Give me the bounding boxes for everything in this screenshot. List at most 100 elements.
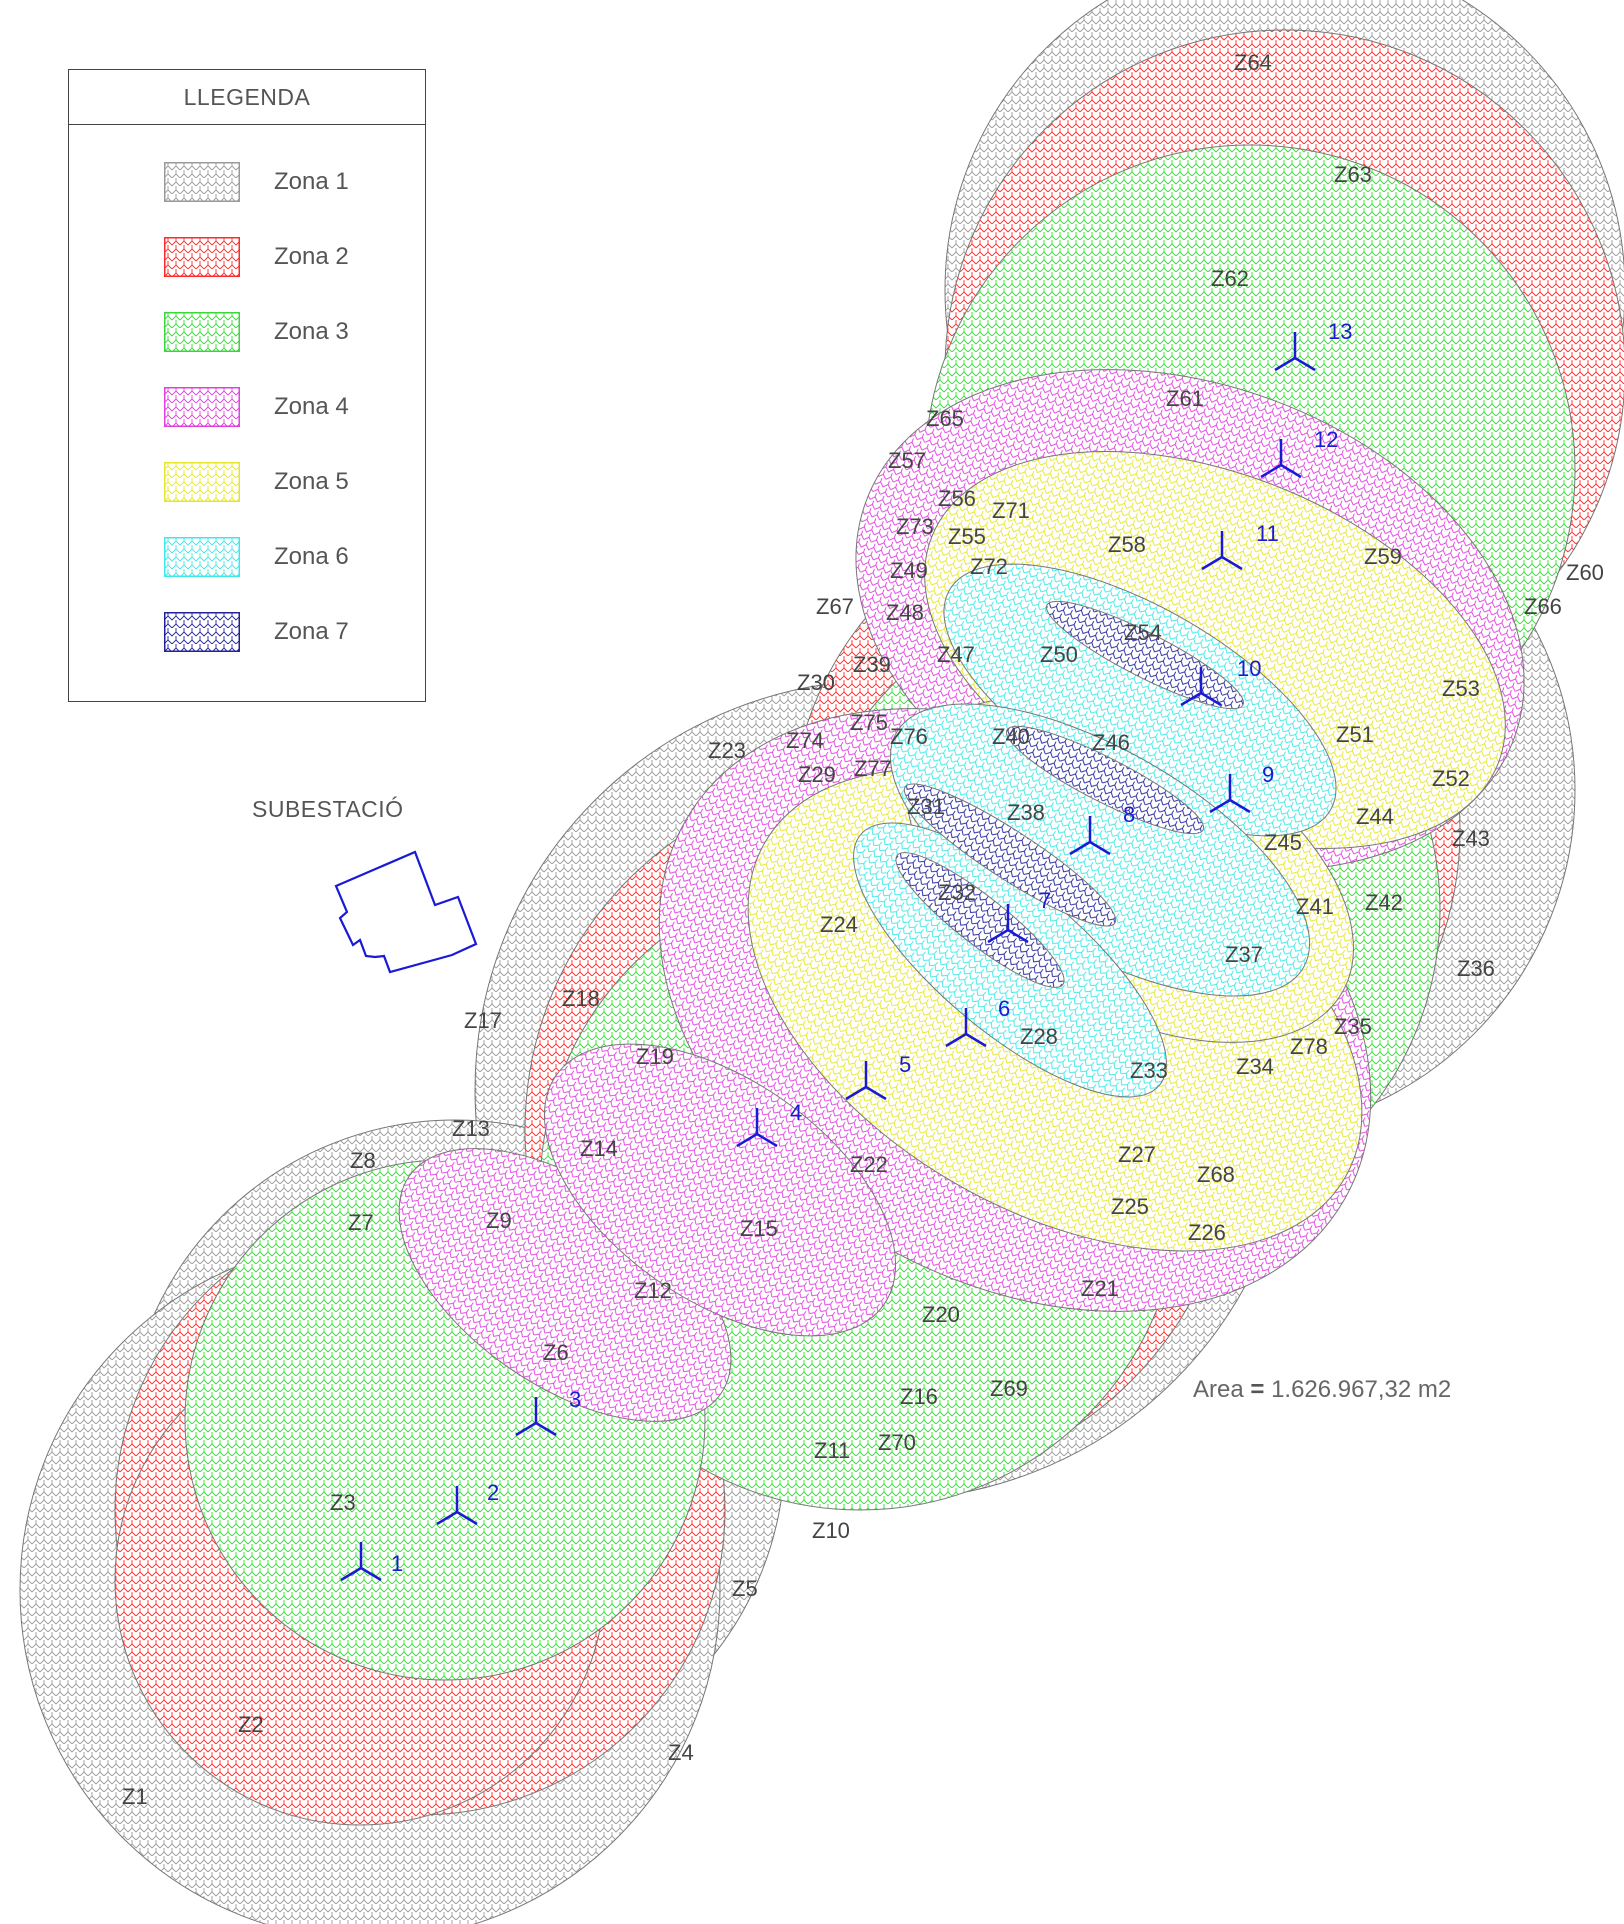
zone-label: Z71 bbox=[992, 498, 1030, 523]
zone-label: Z39 bbox=[853, 652, 891, 677]
substation-outline bbox=[334, 850, 478, 974]
zone-label: Z75 bbox=[850, 710, 888, 735]
zone-label: Z40 bbox=[992, 724, 1030, 749]
zone-label: Z73 bbox=[896, 514, 934, 539]
substation-label: SUBESTACIÓ bbox=[252, 796, 404, 822]
zone-label: Z23 bbox=[708, 738, 746, 763]
zone-label: Z34 bbox=[1236, 1054, 1274, 1079]
turbine-number: 11 bbox=[1256, 521, 1279, 546]
turbine-number: 13 bbox=[1328, 319, 1352, 344]
turbine-number: 10 bbox=[1237, 656, 1261, 681]
zone-label: Z78 bbox=[1290, 1034, 1328, 1059]
zone-label: Z19 bbox=[636, 1044, 674, 1069]
legend-item-zona-7: Zona 7 bbox=[164, 612, 349, 652]
legend-title: LLEGENDA bbox=[69, 70, 425, 125]
zone-label: Z74 bbox=[786, 728, 824, 753]
zone-label: Z66 bbox=[1524, 594, 1562, 619]
zone-label: Z70 bbox=[878, 1430, 916, 1455]
zone-label: Z25 bbox=[1111, 1194, 1149, 1219]
legend-label: Zona 4 bbox=[274, 393, 349, 420]
zone-label: Z62 bbox=[1211, 266, 1249, 291]
zone-label: Z46 bbox=[1092, 730, 1130, 755]
zone-label: Z41 bbox=[1296, 894, 1334, 919]
zone-label: Z21 bbox=[1081, 1276, 1119, 1301]
zone-label: Z13 bbox=[452, 1116, 490, 1141]
zone-label: Z22 bbox=[850, 1152, 888, 1177]
zone-label: Z57 bbox=[888, 448, 926, 473]
zone-label: Z30 bbox=[797, 670, 835, 695]
zone-label: Z16 bbox=[900, 1384, 938, 1409]
zone-label: Z18 bbox=[562, 986, 600, 1011]
zone-label: Z10 bbox=[812, 1518, 850, 1543]
zone-label: Z60 bbox=[1566, 560, 1604, 585]
turbine-number: 4 bbox=[790, 1100, 802, 1125]
zone-label: Z15 bbox=[740, 1216, 778, 1241]
zone-label: Z37 bbox=[1225, 942, 1263, 967]
zone-label: Z12 bbox=[634, 1278, 672, 1303]
legend: LLEGENDA Zona 1 Zona 2 Zona 3 Zona 4 Zon… bbox=[68, 69, 426, 702]
zone-label: Z63 bbox=[1334, 162, 1372, 187]
zone-label: Z49 bbox=[890, 558, 928, 583]
zone-label: Z24 bbox=[820, 912, 858, 937]
zone-label: Z68 bbox=[1197, 1162, 1235, 1187]
zone-label: Z3 bbox=[330, 1490, 356, 1515]
zone-label: Z36 bbox=[1457, 956, 1495, 981]
zone-label: Z61 bbox=[1166, 386, 1204, 411]
zone-label: Z31 bbox=[907, 794, 945, 819]
zone-label: Z55 bbox=[948, 524, 986, 549]
turbine-number: 7 bbox=[1039, 888, 1051, 913]
legend-item-zona-6: Zona 6 bbox=[164, 537, 349, 577]
zone-7-layer bbox=[895, 600, 1245, 988]
area-prefix: Area bbox=[1193, 1376, 1244, 1403]
turbine-number: 1 bbox=[391, 1551, 403, 1576]
area-equals: = bbox=[1250, 1376, 1265, 1403]
zone-label: Z35 bbox=[1334, 1014, 1372, 1039]
legend-swatch bbox=[164, 612, 240, 652]
zone-label: Z47 bbox=[937, 642, 975, 667]
legend-item-zona-2: Zona 2 bbox=[164, 237, 349, 277]
zone-label: Z44 bbox=[1356, 804, 1394, 829]
zone-label: Z59 bbox=[1364, 544, 1402, 569]
legend-label: Zona 5 bbox=[274, 468, 349, 495]
zone-label: Z8 bbox=[350, 1148, 376, 1173]
zone-label: Z17 bbox=[464, 1008, 502, 1033]
turbine-number: 3 bbox=[569, 1387, 581, 1412]
zone-label: Z4 bbox=[668, 1740, 694, 1765]
turbine-number: 6 bbox=[998, 996, 1010, 1021]
zone-label: Z54 bbox=[1124, 620, 1162, 645]
zone-label: Z53 bbox=[1442, 676, 1480, 701]
zone-label: Z43 bbox=[1452, 826, 1490, 851]
zone-label: Z76 bbox=[890, 724, 928, 749]
legend-swatch bbox=[164, 387, 240, 427]
legend-item-zona-4: Zona 4 bbox=[164, 387, 349, 427]
zone-label: Z42 bbox=[1365, 890, 1403, 915]
legend-item-zona-5: Zona 5 bbox=[164, 462, 349, 502]
zone-label: Z1 bbox=[122, 1784, 148, 1809]
legend-label: Zona 3 bbox=[274, 318, 349, 345]
zone-label: Z56 bbox=[938, 486, 976, 511]
legend-label: Zona 6 bbox=[274, 543, 349, 570]
turbine-symbols bbox=[340, 332, 1316, 1582]
zone-label: Z9 bbox=[486, 1208, 512, 1233]
legend-swatch bbox=[164, 162, 240, 202]
zone-label: Z26 bbox=[1188, 1220, 1226, 1245]
zone-label: Z72 bbox=[970, 554, 1008, 579]
zone-label: Z69 bbox=[990, 1376, 1028, 1401]
legend-label: Zona 1 bbox=[274, 168, 349, 195]
turbine-number: 8 bbox=[1123, 802, 1135, 827]
legend-item-zona-1: Zona 1 bbox=[164, 162, 349, 202]
zone-label: Z58 bbox=[1108, 532, 1146, 557]
legend-swatch bbox=[164, 462, 240, 502]
zone-label: Z77 bbox=[854, 756, 892, 781]
turbine-number: 12 bbox=[1314, 427, 1338, 452]
zone-label: Z65 bbox=[926, 406, 964, 431]
zone-label: Z6 bbox=[543, 1340, 569, 1365]
zone-label: Z32 bbox=[938, 880, 976, 905]
zone-label: Z52 bbox=[1432, 766, 1470, 791]
zone-label: Z14 bbox=[580, 1136, 618, 1161]
zone-label: Z45 bbox=[1264, 830, 1302, 855]
legend-swatch bbox=[164, 312, 240, 352]
legend-label: Zona 7 bbox=[274, 618, 349, 645]
zone-label: Z33 bbox=[1130, 1058, 1168, 1083]
